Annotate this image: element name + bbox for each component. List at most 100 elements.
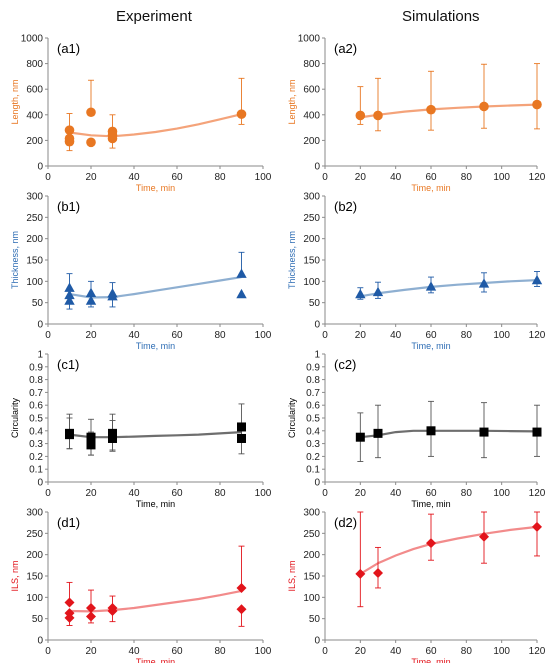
data-point-triangle bbox=[355, 288, 366, 299]
data-point-circle bbox=[355, 110, 366, 121]
y-tick-label: 150 bbox=[303, 256, 320, 267]
y-tick-label: 1 bbox=[37, 350, 43, 361]
y-tick-label: 0.7 bbox=[306, 388, 320, 399]
y-tick-label: 0 bbox=[314, 636, 320, 647]
data-point-square bbox=[237, 433, 246, 443]
y-tick-label: 400 bbox=[26, 110, 43, 121]
data-point-square bbox=[355, 432, 365, 442]
x-tick-label: 80 bbox=[461, 646, 473, 657]
simulations-column-title: Simulations bbox=[402, 8, 480, 25]
chart-panel-c2: 0 0.1 0.2 0.3 0.40.5 0.6 0.7 0.8 0.91 0 20 40 60 80 10… bbox=[287, 350, 546, 510]
y-axis-label: Thickness, nm bbox=[287, 231, 297, 289]
x-axis-label: Time, min bbox=[411, 657, 450, 663]
data-point-triangle bbox=[64, 295, 75, 305]
y-tick-label: 0.6 bbox=[306, 401, 320, 412]
data-point-diamond bbox=[64, 597, 75, 608]
x-tick-label: 60 bbox=[171, 330, 183, 341]
y-tick-label: 0 bbox=[314, 162, 320, 173]
y-tick-label: 0 bbox=[37, 162, 43, 173]
y-tick-label: 0 bbox=[37, 478, 43, 489]
data-point-circle bbox=[107, 133, 118, 144]
y-tick-label: 250 bbox=[303, 529, 320, 540]
data-point-circle bbox=[373, 110, 383, 121]
x-axis-label: Time, min bbox=[136, 341, 175, 351]
y-tick-label: 0 bbox=[314, 320, 320, 331]
y-tick-label: 0.4 bbox=[29, 426, 43, 437]
y-tick-label: 300 bbox=[26, 508, 43, 519]
chart-panel-a1: 0 200 400 600 800 1000 0 20 40 60 80 100 Time, min Le… bbox=[10, 34, 272, 194]
fit-curve bbox=[69, 589, 242, 613]
fit-curve bbox=[360, 279, 538, 298]
x-axis-label: Time, min bbox=[411, 499, 450, 509]
x-tick-label: 40 bbox=[128, 330, 140, 341]
y-tick-label: 50 bbox=[309, 614, 321, 625]
data-point-square bbox=[86, 432, 96, 442]
fit-curve bbox=[69, 113, 242, 138]
x-tick-label: 0 bbox=[45, 330, 51, 341]
x-tick-label: 60 bbox=[171, 646, 183, 657]
y-tick-label: 400 bbox=[303, 110, 320, 121]
x-tick-label: 0 bbox=[322, 172, 328, 183]
x-tick-label: 100 bbox=[255, 488, 272, 499]
y-tick-label: 100 bbox=[303, 277, 320, 288]
y-tick-label: 250 bbox=[26, 529, 43, 540]
panel-label: (a1) bbox=[57, 41, 80, 56]
y-tick-label: 0.7 bbox=[29, 388, 43, 399]
x-tick-label: 60 bbox=[425, 488, 437, 499]
y-tick-label: 0 bbox=[314, 478, 320, 489]
y-tick-label: 0.5 bbox=[306, 414, 320, 425]
panel-label: (b1) bbox=[57, 199, 80, 214]
y-tick-label: 800 bbox=[303, 59, 320, 70]
data-point-triangle bbox=[85, 287, 97, 298]
data-point-circle bbox=[236, 109, 247, 119]
fit-curve bbox=[69, 431, 242, 439]
y-tick-label: 200 bbox=[303, 234, 320, 245]
y-tick-label: 100 bbox=[303, 593, 320, 604]
x-tick-label: 20 bbox=[85, 330, 97, 341]
data-point-square bbox=[532, 427, 542, 437]
x-tick-label: 100 bbox=[255, 172, 272, 183]
y-tick-label: 0 bbox=[37, 320, 43, 331]
data-point-triangle bbox=[107, 291, 118, 301]
y-tick-label: 0.3 bbox=[306, 439, 320, 450]
x-tick-label: 120 bbox=[529, 646, 546, 657]
x-axis-label: Time, min bbox=[136, 499, 175, 509]
chart-panel-d2: 0 50 100 150 200 250 300 0 20 40 60 80 100 120 Time, m… bbox=[287, 508, 546, 663]
y-axis-label: Thickness, nm bbox=[10, 231, 20, 289]
panel-label: (d2) bbox=[334, 515, 357, 530]
x-axis-label: Time, min bbox=[136, 183, 175, 193]
y-axis-label: Circularity bbox=[287, 398, 297, 439]
x-tick-label: 100 bbox=[493, 330, 510, 341]
x-axis-label: Time, min bbox=[411, 183, 450, 193]
data-point-triangle bbox=[85, 295, 97, 305]
y-tick-label: 600 bbox=[303, 85, 320, 96]
panel-label: (a2) bbox=[334, 41, 357, 56]
x-tick-label: 0 bbox=[45, 646, 51, 657]
panel-label: (c1) bbox=[57, 357, 79, 372]
data-point-diamond bbox=[236, 604, 247, 615]
y-tick-label: 0.5 bbox=[29, 414, 43, 425]
x-tick-label: 20 bbox=[355, 488, 367, 499]
data-point-diamond bbox=[64, 612, 75, 623]
x-tick-label: 80 bbox=[461, 172, 473, 183]
data-point-diamond bbox=[86, 611, 96, 622]
y-tick-label: 150 bbox=[26, 572, 43, 583]
data-point-triangle bbox=[236, 288, 247, 299]
y-axis-label: ILS, nm bbox=[10, 560, 20, 591]
x-tick-label: 40 bbox=[390, 330, 402, 341]
y-tick-label: 50 bbox=[309, 298, 321, 309]
data-point-square bbox=[65, 430, 74, 440]
y-tick-label: 0.8 bbox=[29, 375, 43, 386]
data-point-triangle bbox=[425, 281, 437, 291]
panel-label: (d1) bbox=[57, 515, 80, 530]
y-tick-label: 200 bbox=[26, 234, 43, 245]
y-tick-label: 0.3 bbox=[29, 439, 43, 450]
x-tick-label: 80 bbox=[461, 488, 473, 499]
x-tick-label: 120 bbox=[529, 330, 546, 341]
x-tick-label: 100 bbox=[255, 646, 272, 657]
data-point-diamond bbox=[107, 605, 118, 616]
panel-label: (c2) bbox=[334, 357, 356, 372]
data-point-square bbox=[108, 433, 117, 443]
y-tick-label: 0.6 bbox=[29, 401, 43, 412]
